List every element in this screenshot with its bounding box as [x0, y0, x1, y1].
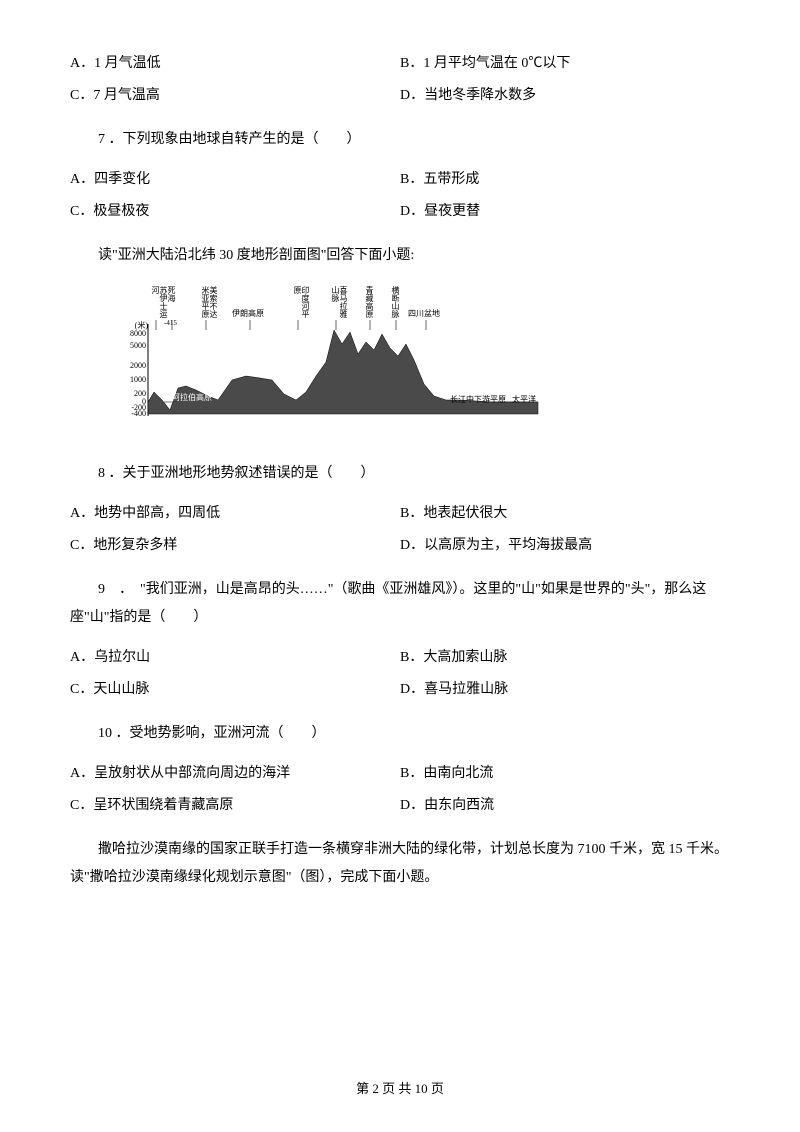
q9-b: B．大高加索山脉 — [400, 644, 730, 672]
q10-stem: 10 ．受地势影响，亚洲河流（ ） — [70, 720, 730, 748]
q9-stem: 9 ． "我们亚洲，山是高昂的头……"（歌曲《亚洲雄风》）。这里的"山"如果是世… — [70, 576, 730, 632]
q7-d: D．昼夜更替 — [400, 198, 730, 226]
q8-a: A．地势中部高，四周低 — [70, 500, 400, 528]
passage-2: 撒哈拉沙漠南缘的国家正联手打造一条横穿非洲大陆的绿化带，计划总长度为 7100 … — [70, 836, 730, 892]
opt-b: B．1 月平均气温在 0℃以下 — [400, 50, 730, 78]
passage-1: 读"亚洲大陆沿北纬 30 度地形剖面图"回答下面小题: — [70, 242, 730, 270]
opt-c: C．7 月气温高 — [70, 82, 400, 110]
q8-c: C．地形复杂多样 — [70, 532, 400, 560]
q7-a: A．四季变化 — [70, 166, 400, 194]
terrain-chart: 80005000200010002000-200-400(米)苏伊士运河死海-4… — [120, 284, 730, 444]
opt-a: A．1 月气温低 — [70, 50, 400, 78]
q9-d: D．喜马拉雅山脉 — [400, 676, 730, 704]
q8-d: D．以高原为主，平均海拔最高 — [400, 532, 730, 560]
q10-b: B．由南向北流 — [400, 760, 730, 788]
q10-d: D．由东向西流 — [400, 792, 730, 820]
q8-b: B．地表起伏很大 — [400, 500, 730, 528]
q9-a: A．乌拉尔山 — [70, 644, 400, 672]
q10-c: C．呈环状围绕着青藏高原 — [70, 792, 400, 820]
opt-d: D．当地冬季降水数多 — [400, 82, 730, 110]
q7-c: C．极昼极夜 — [70, 198, 400, 226]
q10-a: A．呈放射状从中部流向周边的海洋 — [70, 760, 400, 788]
q7-stem: 7 ．下列现象由地球自转产生的是（ ） — [70, 126, 730, 154]
q8-stem: 8 ．关于亚洲地形地势叙述错误的是（ ） — [70, 460, 730, 488]
page-footer: 第 2 页 共 10 页 — [0, 1076, 800, 1102]
q9-c: C．天山山脉 — [70, 676, 400, 704]
q7-b: B．五带形成 — [400, 166, 730, 194]
